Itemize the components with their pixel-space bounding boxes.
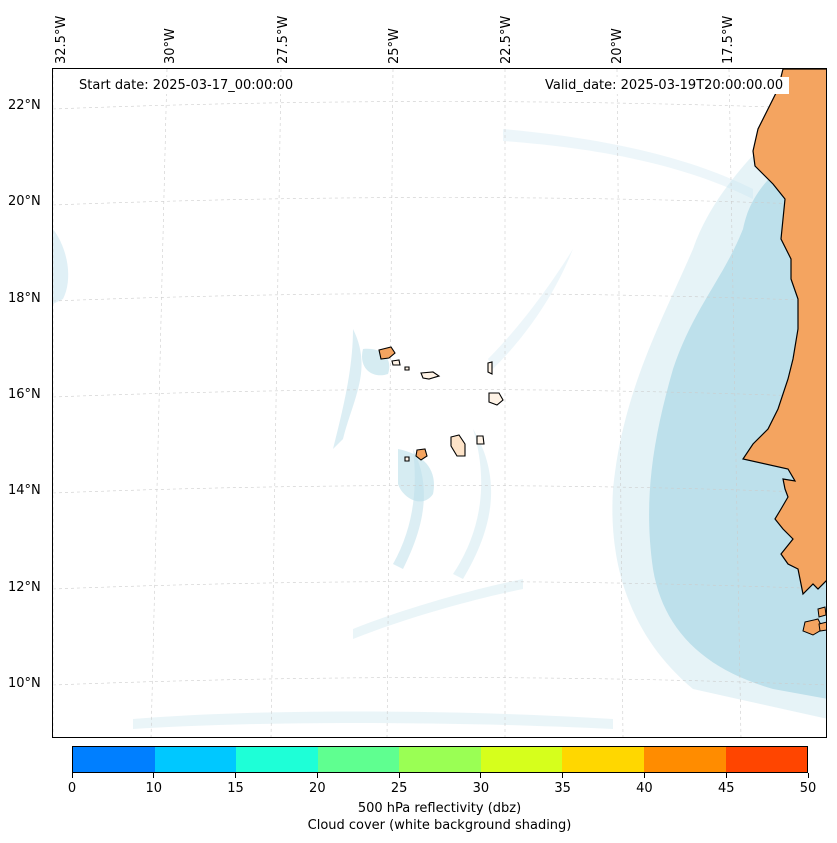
- colorbar-segment-8: [725, 747, 808, 772]
- grid-lat-7: [53, 677, 826, 686]
- grid-lat-4: [53, 389, 826, 398]
- colorbar-tick: [235, 773, 237, 778]
- grid-lat-6: [53, 581, 826, 590]
- cloud-streak-1: [333, 329, 362, 449]
- bijagos-island-2: [818, 621, 826, 632]
- island-fogo: [415, 448, 428, 461]
- colorbar-tick: [71, 773, 73, 778]
- colorbar-tick-label: 30: [472, 781, 490, 796]
- grid-lon-4: [386, 69, 394, 737]
- colorbar-segment-1: [154, 747, 237, 772]
- cloud-streak-bottom: [133, 711, 613, 729]
- map-canvas: [53, 69, 826, 737]
- cloud-band-coastal: [649, 130, 826, 699]
- grid-lon-2: [150, 69, 168, 737]
- colorbar-tick-label: 40: [636, 781, 653, 796]
- colorbar-tick-label: 50: [799, 781, 817, 796]
- lon-label-20w: 20°W: [610, 28, 625, 64]
- colorbar-tick-label: 20: [309, 781, 326, 796]
- colorbar-tick: [725, 773, 727, 778]
- island-sal: [487, 361, 493, 375]
- lat-label-22n: 22°N: [8, 98, 41, 113]
- colorbar-segment-7: [643, 747, 726, 772]
- cloud-streak-4: [488, 249, 573, 369]
- lat-label-20n: 20°N: [8, 194, 41, 209]
- cloud-streak-south: [353, 579, 523, 639]
- island-maio: [476, 435, 485, 445]
- colorbar-tick-label: 15: [227, 781, 244, 796]
- colorbar-tick: [480, 773, 482, 778]
- colorbar-segment-4: [399, 747, 481, 772]
- lat-label-16n: 16°N: [8, 387, 41, 402]
- cloud-band-coastal-outer: [612, 90, 826, 719]
- cloud-patch-brava: [398, 449, 434, 502]
- grid-lon-6: [616, 69, 624, 737]
- colorbar: [72, 746, 808, 773]
- island-santa-luzia: [404, 366, 410, 371]
- island-santiago: [450, 434, 466, 457]
- lon-label-17-5w: 17.5°W: [721, 15, 736, 64]
- island-sao-vicente: [391, 359, 401, 366]
- lon-label-27-5w: 27.5°W: [276, 15, 291, 64]
- colorbar-tick-label: 25: [390, 781, 408, 796]
- lat-label-18n: 18°N: [8, 291, 41, 306]
- lon-label-22-5w: 22.5°W: [499, 15, 514, 64]
- colorbar-tick: [807, 773, 809, 778]
- cape-verde-islands: [378, 346, 504, 462]
- bijagos-island-1: [817, 606, 826, 618]
- graticule: [53, 69, 826, 737]
- colorbar-tick-label: 35: [554, 781, 571, 796]
- colorbar-tick-label: 0: [67, 781, 77, 796]
- grid-lat-1: [53, 101, 826, 110]
- grid-lat-2: [53, 197, 826, 206]
- colorbar-title-line1: 500 hPa reflectivity (dbz): [357, 801, 522, 816]
- cloud-cover-layer: [53, 90, 826, 729]
- island-brava: [404, 456, 410, 462]
- lat-label-10n: 10°N: [8, 676, 41, 691]
- grid-lon-7: [728, 69, 742, 737]
- cloud-streak-3: [453, 429, 492, 579]
- colorbar-segment-2: [236, 747, 318, 772]
- lat-label-14n: 14°N: [8, 483, 41, 498]
- map-panel: [52, 68, 827, 738]
- island-boa-vista: [488, 392, 504, 406]
- colorbar-segment-0: [73, 747, 155, 772]
- colorbar-tick-label: 10: [145, 781, 163, 796]
- colorbar-segment-6: [562, 747, 644, 772]
- island-sao-nicolau: [420, 371, 441, 380]
- lon-label-25w: 25°W: [387, 28, 402, 64]
- colorbar-title-line2: Cloud cover (white background shading): [307, 818, 572, 833]
- colorbar-tick: [398, 773, 400, 778]
- lon-label-30w: 30°W: [163, 28, 178, 64]
- colorbar-tick-label: 45: [717, 781, 735, 796]
- start-date-label: Start date: 2025-03-17_00:00:00: [73, 77, 300, 94]
- colorbar-segment-5: [480, 747, 563, 772]
- cloud-streak-west: [53, 229, 69, 304]
- grid-lat-3: [53, 293, 826, 302]
- grid-lon-3: [270, 69, 282, 737]
- lon-label-32-5w: 32.5°W: [54, 15, 69, 64]
- cloud-streak-north: [503, 129, 753, 199]
- colorbar-segment-3: [317, 747, 400, 772]
- colorbar-tick: [153, 773, 155, 778]
- lat-label-12n: 12°N: [8, 580, 41, 595]
- colorbar-tick: [562, 773, 564, 778]
- colorbar-tick: [316, 773, 318, 778]
- colorbar-tick: [643, 773, 645, 778]
- grid-lat-5: [53, 485, 826, 494]
- bissau-islands: [802, 618, 824, 636]
- africa-land: [742, 69, 826, 596]
- valid-date-label: Valid_date: 2025-03-19T20:00:00.00: [539, 77, 790, 94]
- island-santo-antao: [378, 346, 396, 360]
